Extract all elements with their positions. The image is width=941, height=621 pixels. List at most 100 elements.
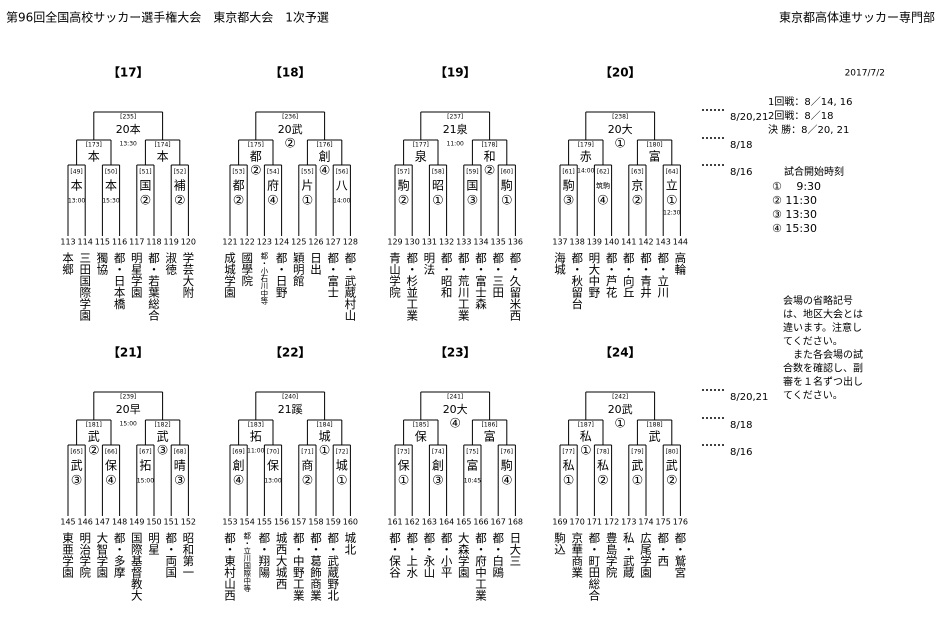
venue: 和 [484,150,496,164]
team-number: 173 [621,518,636,527]
team-name: 都・富士森 [474,252,488,310]
team-number: 114 [78,238,93,247]
venue: 国 [139,179,151,193]
time-slot: ② [140,194,152,209]
team-name: 高輪 [673,251,687,276]
team-name: 豊島学院 [605,532,619,578]
match-time: 14:00 [577,168,594,175]
team-number: 121 [222,238,237,247]
team-number: 129 [387,238,402,247]
match-time: 13:00 [68,198,85,205]
team-name: 都・鷲宮 [673,532,687,579]
match-number: [63] [631,169,643,176]
time-slot: ① [632,474,644,489]
round-date: 8/16 [730,167,752,178]
team-number: 174 [638,518,653,527]
team-number: 131 [422,238,437,247]
venue: 武 [71,459,83,473]
team-number: 175 [656,518,671,527]
team-number: 152 [181,518,196,527]
team-name: 都・町田総合 [587,532,601,601]
team-name: 成城学園 [223,252,237,299]
match-number: [173] [86,142,102,149]
match-number: [80] [666,449,678,456]
time-slot: ② [174,194,186,209]
venue: 20大 [608,122,633,136]
venue: 創 [432,459,444,473]
team-name: 都・白鴎 [491,532,505,579]
match-number: [50] [105,169,117,176]
team-number: 126 [308,238,323,247]
venue: 筑駒 [596,181,610,190]
venue: 21泉 [443,122,468,136]
team-name: 都・武蔵村山 [343,252,357,321]
time-slot: ① [666,194,678,209]
note-line: は、地区大会とは [783,308,863,321]
start-times-title: 試合開始時刻 [784,165,844,178]
venue: 八 [336,179,348,193]
match-number: [186] [482,422,498,429]
team-number: 140 [604,238,619,247]
time-slot: ④ [597,194,609,209]
team-name: 淑徳 [164,252,178,276]
match-number: [76] [501,449,513,456]
match-number: [240] [282,394,298,401]
venue: 駒 [398,179,410,193]
team-number: 154 [240,518,255,527]
match-number: [241] [447,394,463,401]
time-slot: ② [88,444,100,459]
team-name: 都・葛飾商業 [309,532,323,601]
team-name: 明星 [147,532,161,555]
team-number: 135 [491,238,506,247]
match-number: [66] [105,449,117,456]
team-name: 都・富士 [326,252,340,298]
venue: 都 [250,150,262,164]
round-date: 8/16 [730,447,752,458]
team-number: 159 [326,518,341,527]
team-number: 176 [673,518,688,527]
match-number: [182] [155,422,171,429]
venue: 泉 [415,150,427,164]
team-number: 127 [326,238,341,247]
venue: 都 [233,179,245,193]
match-time: 12:30 [663,210,680,217]
block-label: 【22】 [270,345,311,360]
venue: 武 [157,430,169,444]
team-number: 138 [570,238,585,247]
team-name: 獨協 [95,251,109,276]
team-name: 明大中野 [587,252,601,298]
venue: 城 [336,459,348,473]
match-number: [57] [397,169,409,176]
schedule-line: 1回戦：8／14, 16 [768,95,853,108]
team-number: 153 [222,518,237,527]
match-number: [71] [301,449,313,456]
time-slot: ① [614,417,626,432]
time-slot: ② [666,474,678,489]
match-time: 15:00 [120,421,137,428]
team-number: 118 [146,238,161,247]
team-name: 東亜学園 [61,532,75,579]
venue: 武 [631,459,643,473]
match-time: 13:30 [120,141,137,148]
match-number: [55] [301,169,313,176]
match-number: [178] [482,142,498,149]
time-slot: ① [302,194,314,209]
team-number: 147 [95,518,110,527]
time-slot: ④ [501,474,513,489]
round-date: 8/18 [730,140,752,151]
time-slot: ③ [174,474,186,489]
organizer: 東京都高体連サッカー専門部 [779,10,935,25]
team-number: 142 [638,238,653,247]
start-time: ① 9:30 [772,180,821,193]
venue: 21蹊 [278,403,303,416]
note-line: 審を１名ずつ出し [783,375,863,388]
match-number: [176] [317,142,333,149]
team-number: 151 [164,518,179,527]
match-number: [74] [432,449,444,456]
start-time: ④ 15:30 [772,222,817,235]
note-line: 合数を確認し、副 [783,362,863,375]
match-number: [177] [413,142,429,149]
team-name: 都・三田 [491,252,505,298]
team-number: 125 [291,238,306,247]
team-name: 明法 [422,252,436,275]
